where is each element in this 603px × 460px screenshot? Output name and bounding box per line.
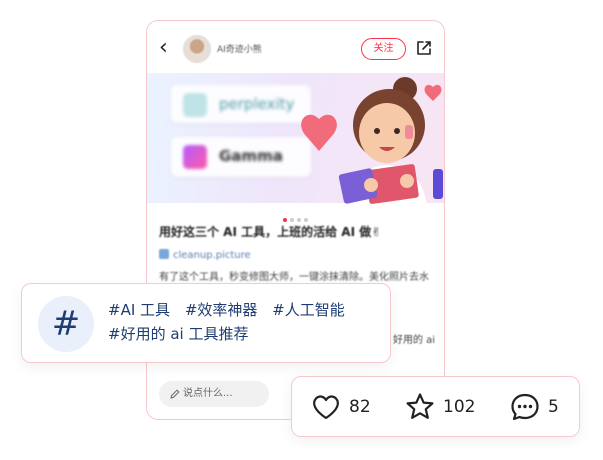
cartoon-girl-illustration: [301, 77, 443, 205]
carousel-dot[interactable]: [297, 218, 301, 222]
comment-bubble-icon: [511, 393, 539, 421]
back-arrow-icon[interactable]: ‹: [159, 35, 168, 60]
banner-tile: perplexity: [171, 85, 311, 123]
hashtag-ai-recommendation[interactable]: #好用的 ai 工具推荐: [108, 325, 249, 343]
comment-count: 5: [548, 397, 559, 417]
banner-tile-label: perplexity: [219, 95, 295, 113]
star-icon: [406, 393, 434, 419]
follow-button[interactable]: 关注: [361, 38, 406, 60]
hashtag-list: #AI 工具 #效率神器 #人工智能 #好用的 ai 工具推荐: [108, 298, 388, 346]
post-link[interactable]: cleanup.picture: [159, 249, 251, 261]
favorite-count: 102: [443, 397, 476, 417]
carousel-dot[interactable]: [290, 218, 294, 222]
author-name[interactable]: AI奇迹小熊: [217, 45, 262, 55]
post-header: ‹ AI奇迹小熊 关注: [147, 21, 444, 77]
perplexity-logo-icon: [183, 93, 207, 117]
banner-tile-label: Gamma: [219, 147, 283, 165]
hashtag-card: # #AI 工具 #效率神器 #人工智能 #好用的 ai 工具推荐: [21, 283, 391, 363]
carousel-indicator[interactable]: [147, 207, 444, 222]
hashtag-icon: #: [38, 296, 94, 352]
pencil-icon: [170, 389, 180, 399]
hashtag-efficiency[interactable]: #效率神器: [184, 301, 258, 319]
post-body-tail: 好用的 ai: [393, 335, 436, 346]
carousel-dot[interactable]: [283, 218, 287, 222]
comment-button[interactable]: 5: [509, 391, 559, 423]
like-count: 82: [349, 397, 371, 417]
engagement-stats: 82 102 5: [291, 376, 580, 437]
favorite-button[interactable]: 102: [404, 391, 475, 423]
post-image-carousel[interactable]: perplexity Gamma: [147, 73, 444, 205]
post-title: 用好这三个 AI 工具，上班的活给 AI 做✌: [159, 225, 382, 239]
comment-placeholder: 说点什么...: [183, 388, 233, 399]
heart-icon: [313, 395, 339, 420]
share-icon[interactable]: [415, 39, 433, 57]
author-avatar[interactable]: [183, 35, 211, 63]
like-button[interactable]: 82: [310, 391, 371, 423]
hashtag-ai-tools[interactable]: #AI 工具: [108, 301, 171, 319]
banner-tile: Gamma: [171, 137, 311, 177]
comment-input[interactable]: 说点什么...: [159, 381, 269, 407]
hashtag-artificial-intelligence[interactable]: #人工智能: [272, 301, 345, 319]
gamma-logo-icon: [183, 145, 207, 169]
carousel-dot[interactable]: [304, 218, 308, 222]
